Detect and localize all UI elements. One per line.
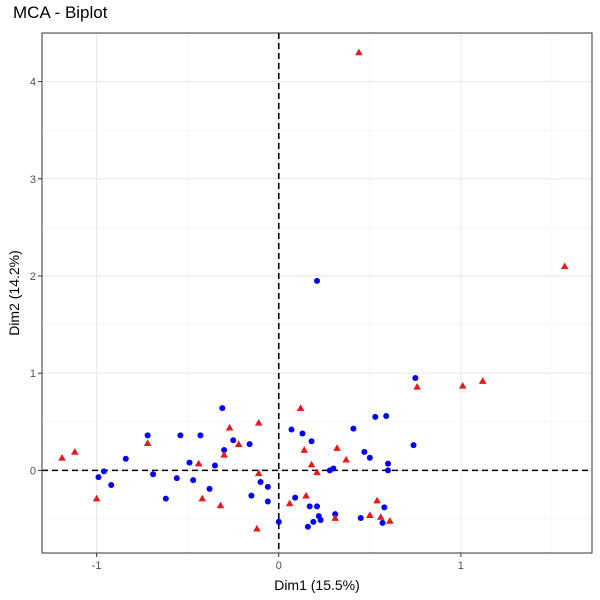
- circle-point: [306, 503, 313, 510]
- x-tick-label: 0: [276, 560, 282, 572]
- triangle-point: [254, 418, 263, 426]
- triangle-point: [254, 469, 263, 477]
- y-tick-label: 4: [30, 77, 36, 89]
- circle-point: [379, 519, 386, 526]
- triangle-point: [194, 459, 203, 467]
- triangle-point: [296, 404, 305, 412]
- triangle-point: [366, 511, 374, 518]
- circle-point: [412, 375, 419, 382]
- triangle-point: [313, 468, 321, 476]
- triangle-point: [478, 377, 487, 384]
- circle-point: [100, 468, 107, 475]
- triangle-point: [198, 494, 207, 502]
- circle-point: [410, 442, 417, 449]
- triangle-point: [373, 496, 381, 504]
- circle-point: [257, 479, 264, 486]
- circle-point: [330, 465, 337, 472]
- y-tick-label: 0: [30, 465, 36, 477]
- triangle-point: [560, 262, 569, 270]
- triangle-point: [458, 382, 467, 389]
- circle-point: [381, 504, 388, 511]
- chart-title: MCA - Biplot: [13, 3, 108, 22]
- circle-point: [304, 523, 311, 530]
- triangle-point: [234, 440, 243, 447]
- triangle-point: [92, 494, 101, 502]
- circle-point: [288, 426, 295, 433]
- circle-point: [219, 405, 226, 412]
- plot-border: [41, 32, 593, 554]
- circle-point: [310, 518, 317, 525]
- triangle-point: [300, 446, 309, 453]
- circle-point: [248, 492, 255, 499]
- circle-point: [361, 448, 368, 455]
- circle-point: [372, 413, 379, 420]
- circle-point: [366, 454, 373, 461]
- circle-point: [190, 477, 197, 484]
- triangle-point: [355, 48, 363, 56]
- triangle-point: [220, 451, 228, 458]
- circle-point: [95, 474, 102, 481]
- circle-point: [383, 412, 390, 419]
- x-tick-label: 1: [458, 560, 464, 572]
- triangle-point: [285, 499, 294, 507]
- circle-point: [108, 481, 115, 488]
- y-tick-label: 1: [30, 368, 36, 380]
- circle-point: [173, 475, 180, 482]
- triangle-point: [307, 460, 316, 468]
- circle-point: [246, 441, 253, 448]
- x-tick-label: -1: [92, 560, 102, 572]
- circle-point: [197, 432, 204, 439]
- triangle-point: [225, 423, 234, 431]
- triangle-point: [386, 517, 394, 524]
- circle-point: [332, 511, 339, 518]
- triangle-point: [413, 382, 421, 390]
- circle-point: [212, 462, 219, 469]
- circle-point: [162, 495, 169, 502]
- triangle-point: [143, 439, 152, 447]
- circle-point: [385, 467, 392, 474]
- circle-point: [264, 483, 271, 490]
- circle-point: [308, 438, 315, 445]
- triangle-point: [216, 501, 225, 509]
- circle-point: [122, 455, 129, 462]
- triangle-point: [342, 455, 350, 463]
- circle-point: [264, 498, 271, 505]
- circle-point: [299, 430, 306, 437]
- triangle-point: [253, 524, 261, 532]
- circle-point: [275, 518, 282, 525]
- circle-point: [186, 459, 193, 466]
- circle-point: [221, 446, 228, 453]
- axes: -1 0 1 0 1 2 3 4: [30, 77, 464, 572]
- y-tick-label: 2: [30, 271, 36, 283]
- circle-point: [206, 485, 213, 492]
- triangle-point: [333, 444, 341, 451]
- triangle-point: [302, 491, 310, 499]
- plot-background: [42, 33, 592, 553]
- circle-point: [292, 494, 299, 501]
- circle-point: [314, 277, 320, 284]
- circle-point: [357, 515, 364, 522]
- x-axis-title: Dim1 (15.5%): [274, 577, 360, 593]
- triangle-point: [58, 453, 66, 461]
- y-tick-label: 3: [30, 174, 36, 186]
- circle-point: [150, 471, 157, 478]
- circle-point: [144, 432, 151, 439]
- circle-point: [177, 432, 184, 439]
- triangle-point: [70, 448, 79, 455]
- circle-point: [385, 460, 392, 467]
- triangle-point: [376, 513, 385, 520]
- circle-point: [314, 503, 320, 510]
- data-points: [58, 48, 569, 532]
- circle-point: [317, 516, 324, 523]
- triangle-point: [331, 514, 340, 521]
- y-axis-title: Dim2 (14.2%): [6, 250, 22, 336]
- circle-point: [350, 425, 357, 432]
- circle-point: [230, 437, 237, 444]
